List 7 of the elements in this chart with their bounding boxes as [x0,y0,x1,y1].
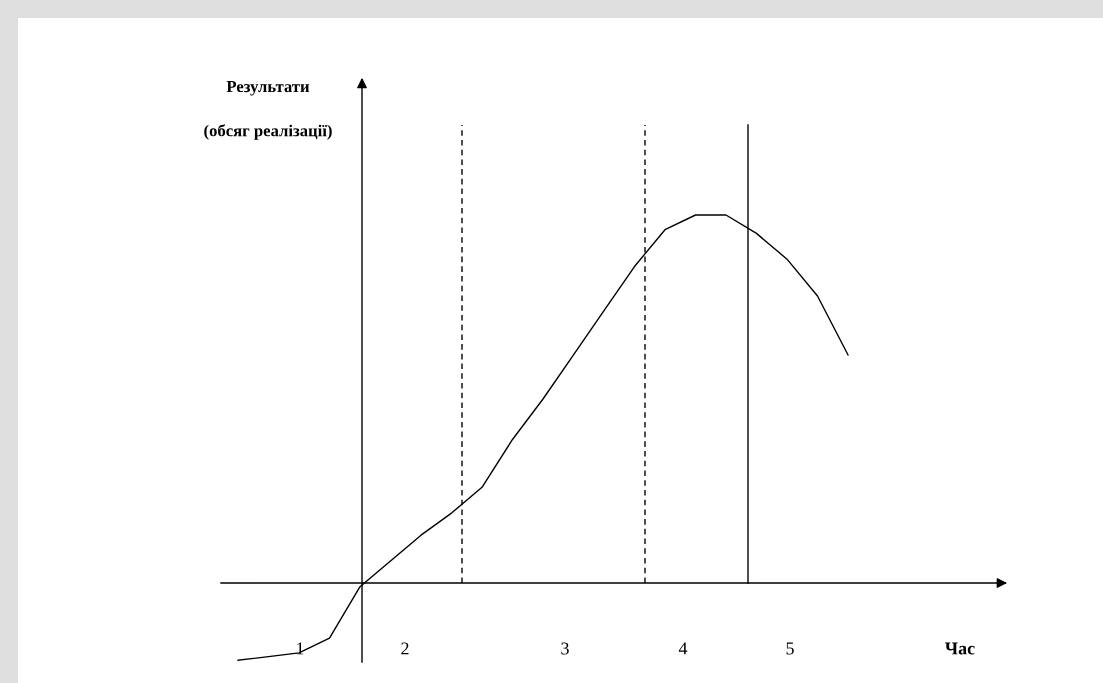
annotation: 5 [786,642,794,655]
annotation: 3 [561,642,569,655]
text: Результати (обсяг реалізації) [204,81,332,140]
annotation: 4 [678,642,688,655]
annotation: 2 [401,642,409,655]
x-axis-title: Час [945,642,975,655]
annotation: 1 [297,642,304,655]
